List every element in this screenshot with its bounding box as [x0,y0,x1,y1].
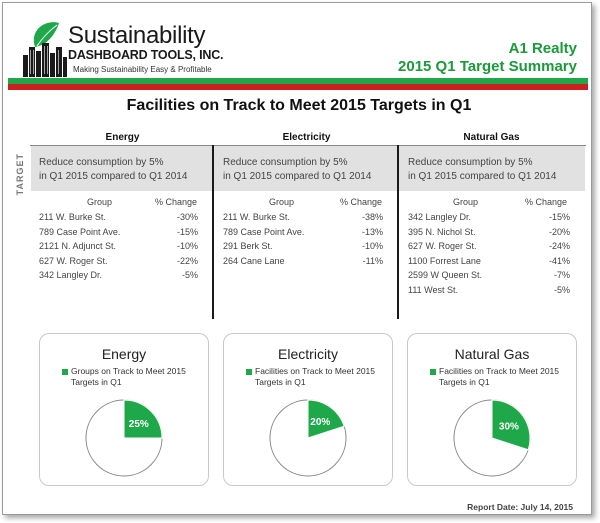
column-header-electricity: Electricity [282,132,331,143]
chart-title: Natural Gas [454,346,530,362]
chart-title: Electricity [278,346,338,362]
facility-change: -30% [176,212,198,222]
facility-change: -13% [361,226,383,237]
pie-slice-on-track [123,399,163,439]
chart-card-electricity: Electricity Facilities on Track to Meet … [223,333,393,486]
facility-change: -20% [548,226,570,237]
group-header: Group [269,197,295,207]
facility-name: 2121 N. Adjunct St. [39,241,117,251]
brand-subname: DASHBOARD TOOLS, INC. [68,48,224,62]
target-text-natural-gas: Reduce consumption by 5% in Q1 2015 comp… [408,156,556,184]
facility-name: 264 Cane Lane [223,255,285,266]
pie-data-label: 20% [310,417,330,428]
facility-name: 211 W. Burke St. [223,212,290,222]
facility-change: -38% [361,212,383,222]
legend-label: Facilities on Track to Meet 2015 Targets… [255,366,376,387]
target-text-energy: Reduce consumption by 5% in Q1 2015 comp… [39,156,187,184]
facility-name: 789 Case Point Ave. [223,226,305,237]
legend-label: Groups on Track to Meet 2015 Targets in … [71,366,186,387]
group-header: Group [453,197,479,207]
facility-change: -5% [181,270,198,280]
target-line-1: Reduce consumption by 5% [39,157,164,168]
facility-name: 111 West St. [408,284,459,295]
facility-change: -11% [362,255,383,266]
page-title: Facilities on Track to Meet 2015 Targets… [126,97,472,114]
header-red-bar [8,84,588,90]
target-text-electricity: Reduce consumption by 5% in Q1 2015 comp… [223,156,371,184]
column-divider [212,145,214,319]
legend-swatch [430,369,436,375]
facility-name: 627 W. Roger St. [39,255,108,266]
target-line-1: Reduce consumption by 5% [223,157,348,168]
facility-name: 342 Langley Dr. [39,270,103,280]
target-line-2: in Q1 2015 compared to Q1 2014 [223,171,372,182]
brand-tagline: Making Sustainability Easy & Profitable [73,65,212,74]
report-date: Report Date: July 14, 2015 [467,502,573,512]
chart-card-natural-gas: Natural Gas Facilities on Track to Meet … [407,333,577,486]
target-line-2: in Q1 2015 compared to Q1 2014 [408,171,557,182]
pie-chart-electricity: 20% [269,399,347,477]
report-title: 2015 Q1 Target Summary [398,58,577,75]
client-name: A1 Realty [508,40,577,57]
pie-data-label: 30% [499,422,519,433]
facility-name: 211 W. Burke St. [39,212,106,222]
header-green-bar [8,78,588,84]
facility-name: 291 Berk St. [223,241,273,251]
change-header: % Change [525,197,568,207]
facility-change: -5% [553,284,570,295]
target-label: TARGET [15,153,25,196]
facility-change: -41% [548,255,570,266]
facility-name: 395 N. Nichol St. [408,226,476,237]
pie-chart-natural-gas: 30% [453,399,531,477]
facility-change: -15% [176,226,198,237]
column-divider [397,145,399,319]
chart-title: Energy [101,346,147,362]
target-line-1: Reduce consumption by 5% [408,157,533,168]
change-header: % Change [155,197,198,207]
facility-change: -15% [548,212,570,222]
column-header-natural-gas: Natural Gas [463,132,520,143]
facility-name: 1100 Forrest Lane [408,255,481,266]
target-line-2: in Q1 2015 compared to Q1 2014 [39,171,188,182]
facility-change: -24% [548,241,570,251]
column-header-energy: Energy [105,132,140,143]
group-header: Group [87,197,113,207]
facility-change: -22% [176,255,198,266]
facility-name: 627 W. Roger St. [408,241,477,251]
pie-slice-on-track [307,399,345,439]
report-frame: Sustainability DASHBOARD TOOLS, INC. Mak… [2,2,592,515]
facility-name: 342 Langley Dr. [408,212,472,222]
chart-card-energy: Energy Groups on Track to Meet 2015 Targ… [39,333,209,486]
legend-label: Facilities on Track to Meet 2015 Targets… [439,366,560,387]
brand-name: Sustainability [68,22,206,49]
facility-change: -10% [361,241,383,251]
pie-slice-on-track [491,399,531,451]
facility-name: 789 Case Point Ave. [39,226,121,237]
facility-change: -7% [553,270,570,280]
facility-name: 2599 W Queen St. [408,270,483,280]
target-band [31,145,585,191]
pie-chart-energy: 25% [85,399,163,477]
legend-swatch [246,369,252,375]
facility-change: -10% [176,241,198,251]
legend-swatch [62,369,68,375]
target-rule [30,145,586,146]
company-logo [23,22,67,77]
pie-data-label: 25% [129,419,149,430]
change-header: % Change [340,197,383,207]
